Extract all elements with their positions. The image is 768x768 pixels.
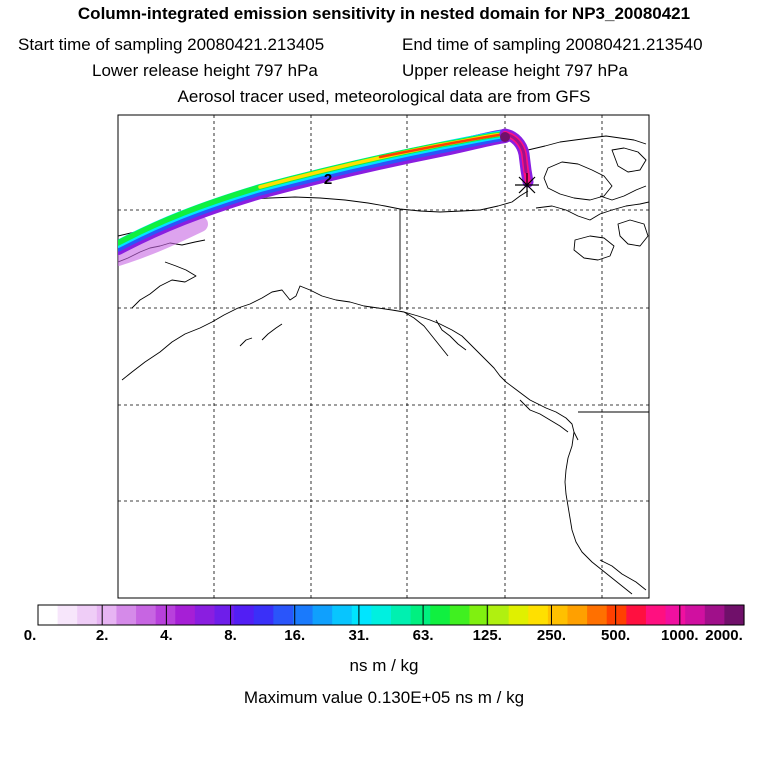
colorbar-frame xyxy=(37,604,745,626)
colorbar-swatch xyxy=(332,605,353,625)
colorbar-tick-label: 4. xyxy=(160,627,173,644)
emission-sensitivity-plume xyxy=(118,128,534,266)
colorbar-swatch xyxy=(410,605,431,625)
colorbar-swatch xyxy=(253,605,274,625)
colorbar-swatch xyxy=(430,605,451,625)
end-time-label: End time of sampling 20080421.213540 xyxy=(402,35,703,54)
start-time-label: Start time of sampling 20080421.213405 xyxy=(18,35,325,54)
colorbar-swatch xyxy=(391,605,412,625)
trajectory-day-marker: 2 xyxy=(324,171,332,188)
colorbar-swatch xyxy=(77,605,98,625)
tracer-info-label: Aerosol tracer used, meteorological data… xyxy=(177,87,591,106)
colorbar-tick-label: 500. xyxy=(601,627,631,644)
graticule xyxy=(118,115,649,598)
map-title: Column-integrated emission sensitivity i… xyxy=(77,4,691,23)
release-point-star-icon xyxy=(515,173,539,197)
colorbar-tick-label: 16. xyxy=(284,627,306,644)
colorbar-swatch xyxy=(194,605,216,625)
colorbar-tick-label: 125. xyxy=(472,627,502,644)
colorbar-swatch xyxy=(469,605,490,625)
colorbar-swatch xyxy=(665,605,686,625)
colorbar-tick-label: 0. xyxy=(23,627,37,644)
colorbar-tick-label: 31. xyxy=(348,627,370,644)
colorbar-swatch xyxy=(234,605,255,625)
colorbar-swatch xyxy=(724,605,745,625)
map-frame xyxy=(117,114,650,599)
colorbar-swatch xyxy=(351,605,372,625)
colorbar-swatch xyxy=(587,605,608,625)
colorbar-swatch xyxy=(96,605,118,625)
colorbar-tick-label: 250. xyxy=(536,627,567,644)
colorbar-units: ns m / kg xyxy=(349,656,419,675)
colorbar-swatch xyxy=(292,605,314,625)
colorbar-swatch xyxy=(606,605,627,625)
lower-release-height-label: Lower release height 797 hPa xyxy=(92,61,318,80)
colorbar-swatch xyxy=(567,605,588,625)
colorbar-swatch xyxy=(273,605,294,625)
colorbar-tick-label: 8. xyxy=(224,627,237,644)
colorbar-swatch xyxy=(508,605,529,625)
maximum-value-label: Maximum value 0.130E+05 ns m / kg xyxy=(243,688,525,707)
colorbar-tick-label: 2. xyxy=(95,627,109,644)
colorbar-swatch xyxy=(528,605,549,625)
colorbar-swatch xyxy=(175,605,196,625)
upper-release-height-label: Upper release height 797 hPa xyxy=(402,61,628,80)
colorbar-tick-label: 63. xyxy=(412,627,434,644)
colorbar-swatch xyxy=(489,605,510,625)
colorbar-swatch xyxy=(155,605,176,625)
colorbar xyxy=(38,605,745,625)
colorbar-swatch xyxy=(449,605,471,625)
colorbar-swatch xyxy=(685,605,706,625)
colorbar-swatch xyxy=(704,605,725,625)
colorbar-swatch xyxy=(136,605,157,625)
colorbar-tick-label: 1000. xyxy=(661,627,699,644)
colorbar-swatch xyxy=(57,605,78,625)
colorbar-swatch xyxy=(116,605,137,625)
colorbar-swatch xyxy=(626,605,647,625)
colorbar-tick-label: 2000. xyxy=(705,627,743,644)
colorbar-swatch xyxy=(214,605,235,625)
colorbar-swatch xyxy=(645,605,667,625)
colorbar-swatch xyxy=(312,605,333,625)
colorbar-swatch xyxy=(547,605,569,625)
colorbar-swatch xyxy=(371,605,392,625)
colorbar-swatch xyxy=(38,605,59,625)
